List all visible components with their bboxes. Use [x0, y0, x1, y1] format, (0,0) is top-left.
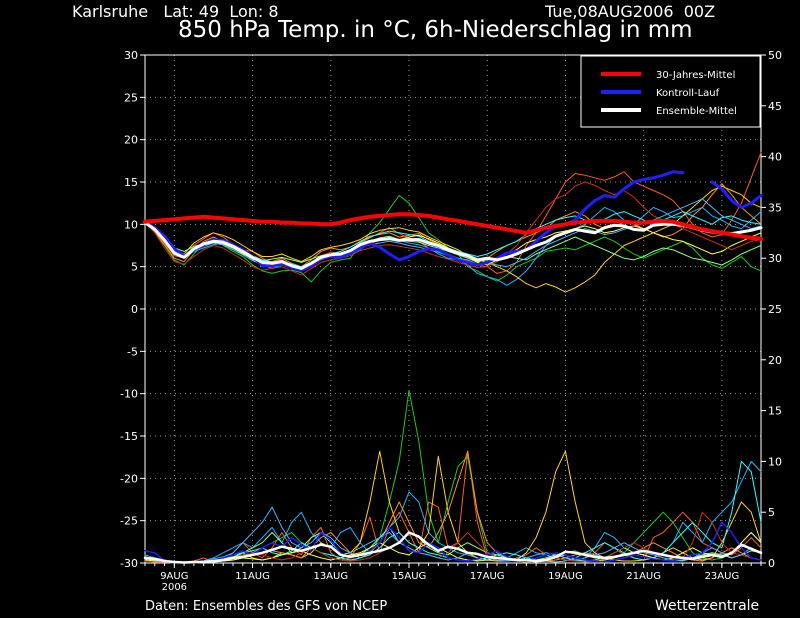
tick-label-right: 25: [768, 303, 782, 316]
tick-label-right: 15: [768, 405, 782, 418]
tick-label-left: 0: [131, 303, 138, 316]
tick-label-left: 30: [124, 49, 138, 62]
tick-label-x: 11AUG: [235, 571, 270, 582]
tick-label-right: 10: [768, 455, 782, 468]
temp-member-line: [144, 185, 762, 293]
legend: 30-Jahres-Mittel Kontroll-Lauf Ensemble-Mi…: [580, 55, 761, 128]
tick-label-left: -15: [120, 430, 138, 443]
brand-label: Wetterzentrale: [655, 598, 760, 614]
temperature-series: [143, 151, 763, 293]
tick-label-x: 21AUG: [626, 571, 661, 582]
tick-label-left: -5: [127, 345, 138, 358]
tick-label-left: 15: [124, 176, 138, 189]
tick-label-x: 13AUG: [313, 571, 348, 582]
tick-label-right: 40: [768, 151, 782, 164]
tick-label-left: -25: [120, 515, 138, 528]
tick-label-right: 35: [768, 201, 782, 214]
location-label: Karlsruhe Lat: 49 Lon: 8: [72, 2, 279, 21]
tick-label-x: 19AUG: [548, 571, 583, 582]
precip-mean-line: [143, 531, 763, 564]
tick-label-left: -30: [120, 557, 138, 570]
tick-label-x: 15AUG: [392, 571, 427, 582]
legend-label: Ensemble-Mittel: [656, 106, 737, 117]
tick-label-left: 5: [131, 261, 138, 274]
precip-control-line: [144, 521, 762, 564]
tick-label-right: 20: [768, 354, 782, 367]
data-source: Daten: Ensembles des GFS von NCEP: [145, 599, 388, 614]
run-datetime: Tue,08AUG2006 00Z: [545, 2, 716, 21]
precipitation-series: [143, 389, 763, 564]
plot-frame: [144, 54, 762, 564]
tick-label-left: -20: [120, 472, 138, 485]
tick-label-left: 20: [124, 134, 138, 147]
tick-label-x: 9AUG: [160, 571, 188, 582]
tick-label-left: 10: [124, 218, 138, 231]
precip-member-line: [144, 450, 762, 564]
tick-label-right: 30: [768, 252, 782, 265]
axes: 302520151050-5-10-15-20-25-3050454035302…: [120, 49, 782, 593]
chart-title: 850 hPa Temp. in °C, 6h-Niederschlag in …: [178, 17, 693, 43]
tick-label-left: 25: [124, 91, 138, 104]
tick-label-right: 45: [768, 100, 782, 113]
legend-label: 30-Jahres-Mittel: [656, 70, 735, 81]
tick-label-right: 50: [768, 49, 782, 62]
tick-label-left: -10: [120, 388, 138, 401]
tick-label-right: 0: [768, 557, 775, 570]
legend-label: Kontroll-Lauf: [656, 88, 720, 99]
tick-label-x: 23AUG: [705, 571, 740, 582]
tick-label-x: 17AUG: [470, 571, 505, 582]
temp-climate-line: [143, 212, 763, 241]
temp-mean-line: [143, 221, 763, 270]
tick-label-right: 5: [768, 506, 775, 519]
tick-label-x-year: 2006: [162, 582, 187, 593]
